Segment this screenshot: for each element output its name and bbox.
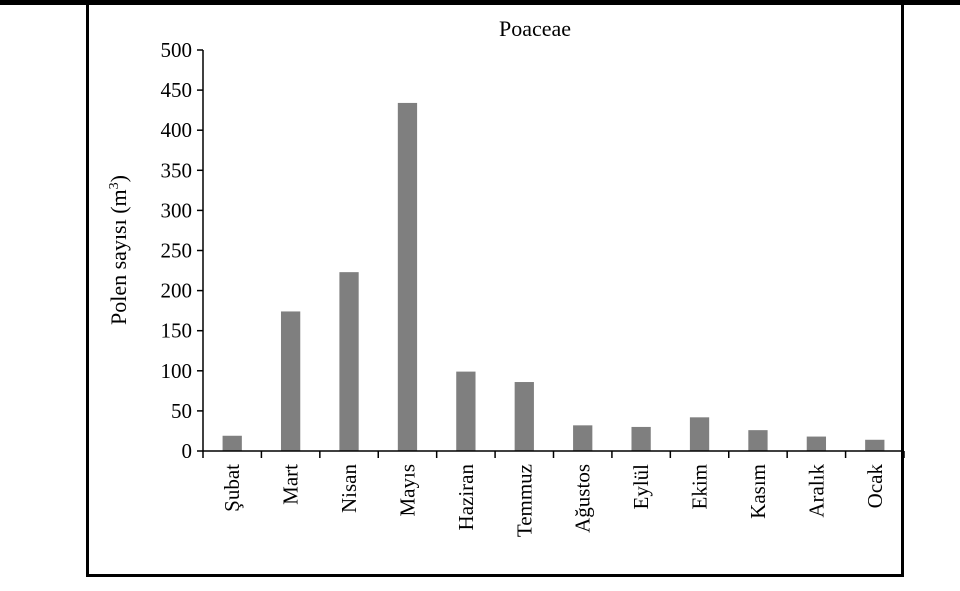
x-tick-label: Şubat [220, 464, 244, 512]
bar-8 [689, 417, 710, 451]
y-tick-label: 250 [161, 239, 193, 263]
x-tick-label: Aralık [804, 464, 828, 518]
bars [222, 102, 885, 451]
bar-4 [456, 371, 476, 451]
x-tick-label: Kasım [746, 464, 770, 519]
x-tick-label: Eylül [629, 464, 653, 510]
y-tick-label: 300 [161, 198, 193, 222]
y-tick-label: 400 [161, 118, 193, 142]
bar-11 [865, 439, 885, 451]
x-tick-label: Mart [279, 464, 303, 505]
bar-5 [514, 382, 534, 451]
y-tick-label: 100 [161, 359, 193, 383]
bar-0 [222, 435, 242, 451]
y-tick-label: 500 [161, 38, 193, 62]
svg-text:Polen sayısı (m3): Polen sayısı (m3) [106, 175, 131, 325]
bar-1 [280, 311, 301, 451]
x-tick-label: Ekim [688, 464, 712, 510]
y-tick-label: 450 [161, 78, 193, 102]
x-tick-label: Ocak [863, 464, 887, 509]
bar-3 [397, 102, 418, 451]
chart-title: Poaceae [499, 16, 571, 41]
y-tick-label: 50 [171, 399, 192, 423]
bar-10 [806, 436, 827, 451]
y-tick-label: 200 [161, 279, 193, 303]
y-tick-label: 150 [161, 319, 193, 343]
bar-2 [339, 272, 359, 451]
x-tick-label: Mayıs [395, 464, 419, 517]
y-axis-title-superscript: 3 [107, 182, 122, 189]
x-tick-label: Nisan [337, 464, 361, 513]
y-axis-title-suffix: ) [106, 175, 131, 182]
bar-9 [748, 430, 768, 451]
x-tick-label: Ağustos [571, 464, 595, 533]
bar-6 [573, 425, 593, 451]
bar-7 [631, 426, 651, 451]
y-axis-title-main: Polen sayısı (m [106, 189, 131, 325]
x-tick-label: Haziran [454, 464, 478, 531]
x-axis-ticks: Şubat Mart Nisan Mayıs Haziran Temmuz Ağustos E… [202, 451, 905, 537]
x-tick-label: Temmuz [512, 464, 536, 537]
top-border-line [0, 0, 960, 5]
y-tick-label: 0 [182, 439, 193, 463]
y-axis-title: Polen sayısı (m3) [106, 175, 131, 325]
y-axis-ticks: 0 50 100 150 200 250 300 350 400 450 500 [161, 38, 203, 463]
chart-frame [86, 5, 904, 577]
y-tick-label: 350 [161, 158, 193, 182]
